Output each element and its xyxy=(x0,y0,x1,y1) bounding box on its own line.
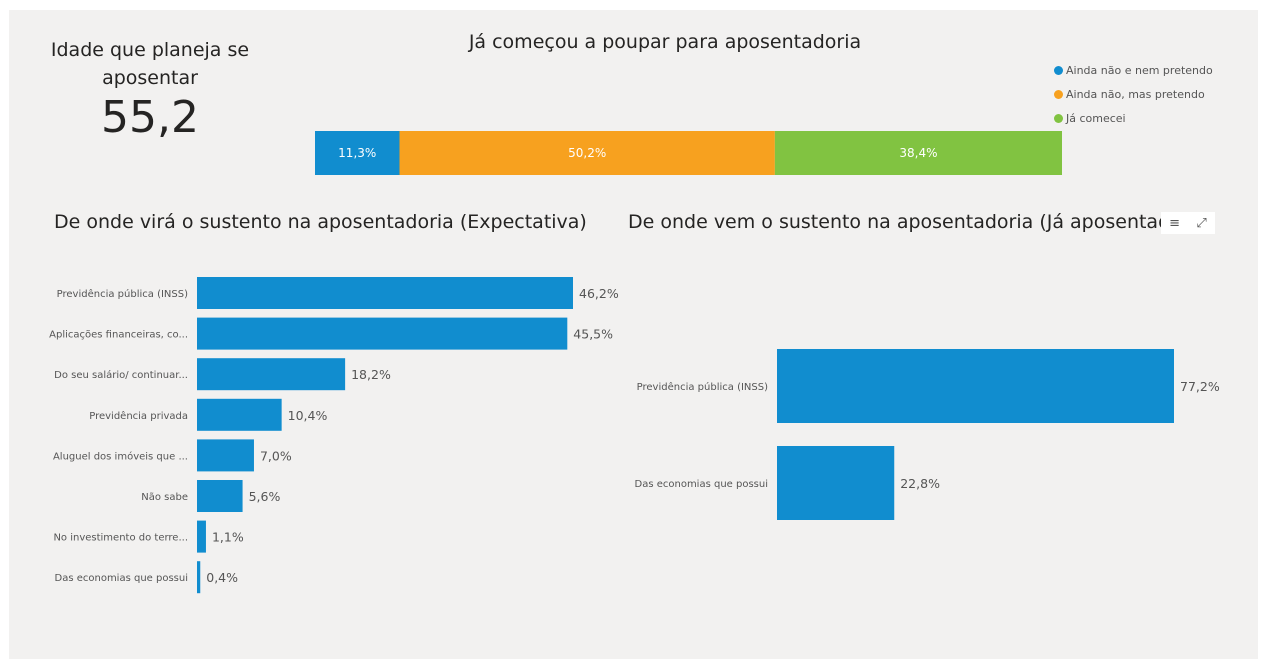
segment-data-label: 50,2% xyxy=(568,146,606,160)
legend-swatch xyxy=(1054,65,1063,75)
bar-data-label: 10,4% xyxy=(288,408,328,423)
category-label: Das economias que possui xyxy=(55,573,189,584)
stacked-bar-segment[interactable] xyxy=(315,131,400,175)
bar-data-label: 46,2% xyxy=(579,286,619,301)
legend-swatch xyxy=(1054,89,1063,99)
bar-data-label: 1,1% xyxy=(212,530,244,545)
retired-chart-title: De onde vem o sustento na aposentadoria … xyxy=(628,211,1178,233)
kpi-value: 55,2 xyxy=(101,92,199,143)
category-label: Previdência privada xyxy=(89,410,188,422)
savings-legend: Ainda não e nem pretendo Ainda não, mas … xyxy=(1054,58,1213,130)
category-label: No investimento do terre... xyxy=(53,533,188,544)
bar[interactable] xyxy=(197,317,568,350)
legend-swatch xyxy=(1054,113,1063,123)
expectation-chart-title: De onde virá o sustento na aposentadoria… xyxy=(54,211,587,233)
bar-data-label: 0,4% xyxy=(206,570,238,585)
bar-data-label: 77,2% xyxy=(1180,379,1220,394)
bar[interactable] xyxy=(197,561,201,594)
category-label: Aplicações financeiras, co... xyxy=(49,330,188,341)
legend-item[interactable]: Ainda não e nem pretendo xyxy=(1054,58,1213,82)
category-label: Previdência pública (INSS) xyxy=(57,288,188,300)
savings-chart-title: Já começou a poupar para aposentadoria xyxy=(468,31,862,53)
legend-label: Já comecei xyxy=(1066,111,1126,125)
category-label: Não sabe xyxy=(141,492,188,503)
bar[interactable] xyxy=(197,398,282,431)
bar[interactable] xyxy=(197,358,346,391)
legend-label: Ainda não e nem pretendo xyxy=(1066,63,1213,77)
category-label: Das economias que possui xyxy=(635,479,769,490)
legend-item[interactable]: Já comecei xyxy=(1054,106,1213,130)
kpi-title: Idade que planeja se aposentar xyxy=(50,39,250,89)
bar[interactable] xyxy=(197,520,206,553)
segment-data-label: 11,3% xyxy=(338,146,376,160)
focus-mode-icon[interactable]: ⤢ xyxy=(1196,215,1207,231)
retired-chart-title-wrapper: De onde vem o sustento na aposentadoria … xyxy=(620,208,1178,244)
segment-data-label: 38,4% xyxy=(899,146,937,160)
bar-data-label: 7,0% xyxy=(260,448,292,463)
visual-header: ≡ ⤢ xyxy=(1161,212,1215,234)
bar-data-label: 5,6% xyxy=(249,489,281,504)
category-label: Previdência pública (INSS) xyxy=(637,381,768,393)
filter-icon[interactable]: ≡ xyxy=(1169,215,1181,231)
legend-label: Ainda não, mas pretendo xyxy=(1066,87,1205,101)
category-label: Do seu salário/ continuar... xyxy=(54,369,188,381)
bar-data-label: 22,8% xyxy=(900,476,940,491)
bar-data-label: 18,2% xyxy=(351,367,391,382)
bar[interactable] xyxy=(777,349,1174,423)
bar[interactable] xyxy=(777,446,895,520)
category-label: Aluguel dos imóveis que ... xyxy=(53,450,188,462)
bar[interactable] xyxy=(197,439,254,472)
bar[interactable] xyxy=(197,277,573,309)
stacked-bar-segment[interactable] xyxy=(774,131,1062,175)
bar[interactable] xyxy=(197,480,243,512)
bar-data-label: 45,5% xyxy=(573,327,613,342)
stacked-bar-segment[interactable] xyxy=(399,131,775,175)
legend-item[interactable]: Ainda não, mas pretendo xyxy=(1054,82,1213,106)
